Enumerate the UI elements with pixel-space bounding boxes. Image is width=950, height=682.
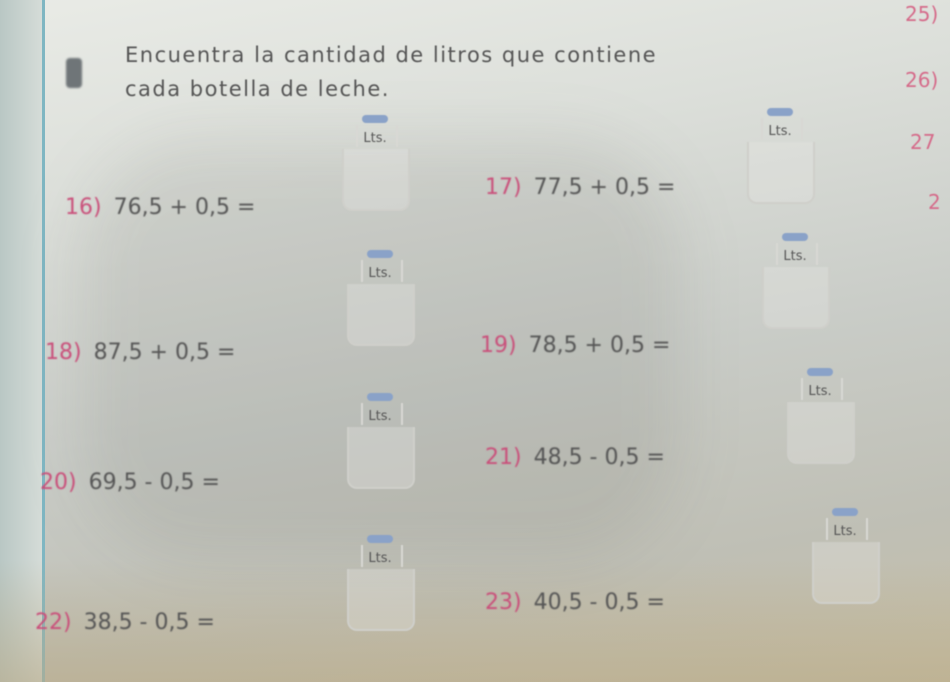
problem-number: 17) bbox=[485, 175, 522, 200]
instruction-line-2: cada botella de leche. bbox=[125, 77, 390, 101]
margin-number: 27 bbox=[910, 130, 936, 154]
problem-number: 22) bbox=[35, 610, 72, 635]
bottle-cap-icon bbox=[367, 250, 393, 258]
problem-20: 20) 69,5 - 0,5 = bbox=[40, 470, 220, 495]
problem-number: 16) bbox=[65, 195, 102, 220]
problem-number: 19) bbox=[480, 333, 517, 358]
table-surface bbox=[0, 560, 950, 682]
answer-bottle-16[interactable]: Lts. bbox=[340, 115, 410, 215]
answer-bottle-21[interactable]: Lts. bbox=[785, 368, 855, 468]
problem-number: 20) bbox=[40, 470, 77, 495]
bottle-cap-icon bbox=[832, 508, 858, 516]
margin-number: 25) bbox=[905, 2, 939, 26]
instruction-line-1: Encuentra la cantidad de litros que cont… bbox=[125, 43, 658, 67]
problem-expression: 69,5 - 0,5 = bbox=[88, 470, 220, 495]
problem-18: 18) 87,5 + 0,5 = bbox=[45, 340, 235, 365]
bottle-cap-icon bbox=[782, 233, 808, 241]
margin-number: 2 bbox=[928, 190, 941, 214]
answer-bottle-18[interactable]: Lts. bbox=[345, 250, 415, 350]
unit-label: Lts. bbox=[833, 524, 857, 539]
answer-bottle-20[interactable]: Lts. bbox=[345, 393, 415, 493]
unit-label: Lts. bbox=[368, 551, 392, 566]
unit-label: Lts. bbox=[368, 409, 392, 424]
problem-number: 18) bbox=[45, 340, 82, 365]
problem-expression: 87,5 + 0,5 = bbox=[93, 340, 236, 365]
instruction: Encuentra la cantidad de litros que cont… bbox=[125, 38, 657, 106]
problem-expression: 40,5 - 0,5 = bbox=[533, 590, 665, 615]
bottle-cap-icon bbox=[767, 108, 793, 116]
unit-label: Lts. bbox=[363, 131, 387, 146]
problem-23: 23) 40,5 - 0,5 = bbox=[485, 590, 665, 615]
problem-21: 21) 48,5 - 0,5 = bbox=[485, 445, 665, 470]
problem-22: 22) 38,5 - 0,5 = bbox=[35, 610, 215, 635]
answer-bottle-22[interactable]: Lts. bbox=[345, 535, 415, 635]
unit-label: Lts. bbox=[783, 249, 807, 264]
bottle-cap-icon bbox=[807, 368, 833, 376]
bottle-cap-icon bbox=[362, 115, 388, 123]
answer-bottle-19[interactable]: Lts. bbox=[760, 233, 830, 333]
problem-expression: 77,5 + 0,5 = bbox=[533, 175, 676, 200]
problem-expression: 38,5 - 0,5 = bbox=[83, 610, 215, 635]
bullet-icon bbox=[66, 58, 82, 88]
problem-16: 16) 76,5 + 0,5 = bbox=[65, 195, 255, 220]
bottle-cap-icon bbox=[367, 393, 393, 401]
answer-bottle-23[interactable]: Lts. bbox=[810, 508, 880, 608]
problem-number: 21) bbox=[485, 445, 522, 470]
problem-17: 17) 77,5 + 0,5 = bbox=[485, 175, 675, 200]
problem-expression: 76,5 + 0,5 = bbox=[113, 195, 256, 220]
unit-label: Lts. bbox=[368, 266, 392, 281]
problem-19: 19) 78,5 + 0,5 = bbox=[480, 333, 670, 358]
problem-number: 23) bbox=[485, 590, 522, 615]
margin-number: 26) bbox=[905, 68, 939, 92]
unit-label: Lts. bbox=[808, 384, 832, 399]
bottle-cap-icon bbox=[367, 535, 393, 543]
problem-expression: 78,5 + 0,5 = bbox=[528, 333, 671, 358]
unit-label: Lts. bbox=[768, 124, 792, 139]
problem-expression: 48,5 - 0,5 = bbox=[533, 445, 665, 470]
answer-bottle-17[interactable]: Lts. bbox=[745, 108, 815, 208]
